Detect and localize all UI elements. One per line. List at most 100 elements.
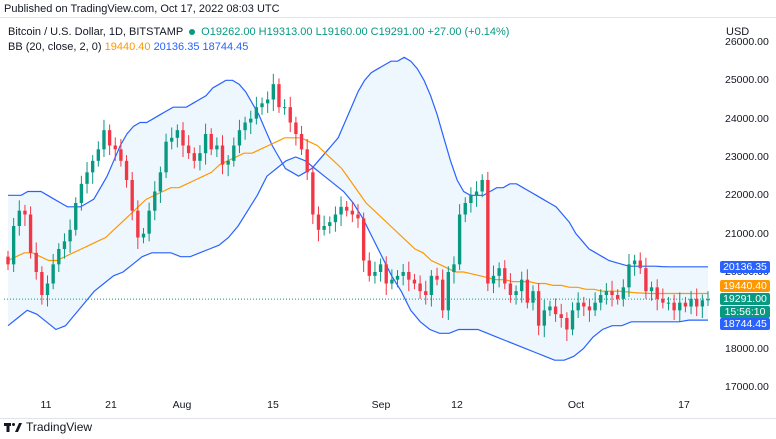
candle-body — [700, 300, 705, 307]
candle-body — [593, 302, 597, 311]
candle-body — [62, 241, 67, 249]
symbol-title: Bitcoin / U.S. Dollar, 1D, BITSTAMP — [8, 26, 184, 38]
candle-body — [514, 291, 518, 295]
candle-body — [435, 275, 439, 280]
candle-body — [683, 302, 688, 307]
candle-body — [520, 279, 524, 292]
candle-body — [536, 291, 541, 326]
candle-body — [644, 268, 648, 292]
candle-body — [74, 203, 78, 230]
candle-body — [249, 118, 253, 123]
candle-body — [401, 272, 405, 276]
candle-body — [531, 291, 535, 303]
currency-label: USD — [726, 26, 750, 38]
bb-lower-value: 18744.45 — [202, 41, 249, 53]
candle-body — [480, 180, 484, 192]
candle-body — [615, 295, 620, 299]
candle-body — [316, 214, 321, 230]
candle-body — [328, 222, 332, 226]
candle-body — [627, 264, 631, 288]
ohlc-legend: Bitcoin / U.S. Dollar, 1D, BITSTAMP O192… — [8, 26, 509, 38]
footer-brand-label: TradingView — [26, 420, 93, 434]
y-tick-label: 26000.00 — [725, 36, 769, 48]
candle-body — [232, 145, 236, 161]
y-tick-label: 22000.00 — [725, 189, 769, 202]
candle-body — [559, 314, 563, 318]
candle-body — [322, 226, 326, 230]
candle-body — [243, 122, 247, 131]
candle-body — [367, 260, 371, 276]
candle-body — [68, 229, 72, 242]
candle-body — [209, 134, 213, 150]
chart-frame — [0, 17, 776, 419]
candle-body — [164, 141, 168, 173]
candle-body — [525, 279, 530, 303]
candle-body — [497, 268, 501, 276]
candle-body — [548, 306, 552, 311]
candle-body — [508, 283, 513, 295]
candle-body — [604, 291, 609, 295]
candle-body — [220, 145, 225, 165]
candle-body — [107, 130, 112, 146]
candle-body — [40, 272, 44, 295]
x-tick-label: Oct — [567, 399, 585, 411]
candle-body — [6, 256, 10, 265]
candle-body — [113, 145, 117, 150]
bb-lower-price-label: 18744.45 — [720, 318, 770, 330]
x-tick-label: 11 — [40, 399, 52, 411]
candle-body — [689, 298, 693, 307]
candle-body — [491, 275, 496, 284]
candle-body — [198, 153, 202, 161]
candle-body — [361, 218, 366, 261]
candle-body — [23, 210, 27, 215]
candle-body — [542, 310, 546, 326]
candle-body — [695, 298, 699, 307]
candle-body — [294, 122, 298, 134]
candle-body — [96, 149, 101, 161]
candle-body — [587, 306, 592, 311]
candle-body — [706, 299, 710, 301]
candle-body — [339, 206, 343, 215]
candle-body — [503, 268, 507, 284]
candle-body — [130, 180, 134, 211]
candle-body — [186, 145, 191, 154]
candle-body — [57, 249, 61, 265]
candle-body — [599, 295, 603, 303]
candle-body — [384, 264, 388, 284]
candle-body — [215, 145, 219, 150]
candle-body — [474, 191, 479, 196]
candle-body — [412, 279, 417, 284]
candle-body — [305, 149, 309, 173]
candle-body — [407, 272, 411, 280]
candle-body — [153, 191, 157, 211]
candle-body — [424, 291, 428, 295]
candle-body — [254, 107, 259, 119]
candle-body — [373, 272, 377, 276]
y-tick-label: 17000.00 — [725, 381, 769, 393]
candle-body — [457, 214, 462, 265]
candle-body — [311, 172, 315, 215]
candle-body — [237, 130, 242, 146]
candle-body — [85, 172, 89, 184]
candle-body — [666, 302, 671, 304]
x-tick-label: Sep — [371, 399, 391, 411]
countdown-label: 15:56:10 — [720, 306, 770, 318]
y-tick-label: 18000.00 — [725, 342, 769, 355]
x-tick-label: 17 — [678, 399, 690, 411]
candlestick-chart[interactable] — [0, 17, 776, 417]
candle-body — [350, 210, 355, 215]
candle-body — [418, 283, 422, 292]
footer-brand[interactable]: TradingView — [4, 420, 92, 434]
bb-legend: BB (20, close, 2, 0) 19440.40 20136.35 1… — [8, 41, 248, 53]
y-tick-label: 25000.00 — [725, 74, 769, 87]
tradingview-logo-icon — [4, 423, 22, 432]
candle-body — [570, 310, 575, 330]
bb-upper-price-label: 20136.35 — [720, 261, 770, 273]
candle-body — [288, 107, 292, 123]
candle-body — [175, 130, 180, 138]
candle-body — [486, 180, 490, 284]
candle-body — [147, 210, 151, 234]
y-tick-label: 21000.00 — [725, 227, 769, 240]
candle-body — [565, 318, 569, 330]
candle-body — [429, 275, 434, 295]
